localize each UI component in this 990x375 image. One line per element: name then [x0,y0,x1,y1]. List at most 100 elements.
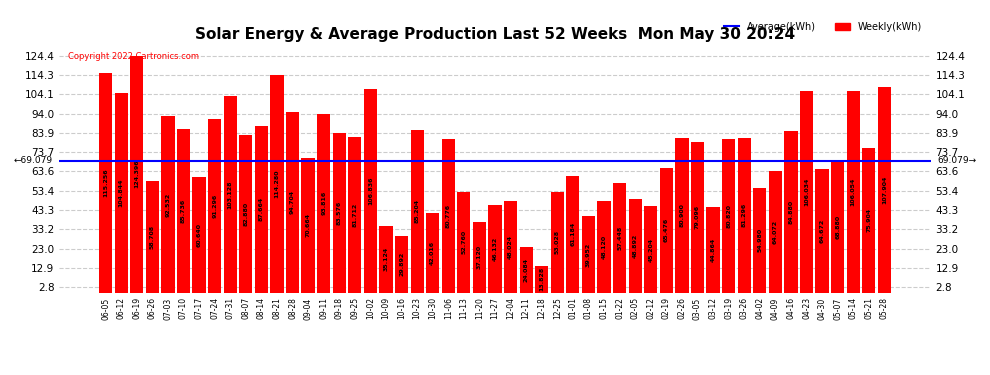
Bar [675,138,688,292]
Text: 29.892: 29.892 [399,252,404,276]
Text: 107.904: 107.904 [882,176,887,204]
Bar [816,170,829,292]
Text: 54.980: 54.980 [757,228,762,252]
Bar [442,139,454,292]
Text: 48.024: 48.024 [508,235,513,259]
Bar [550,192,564,292]
Bar [192,177,206,292]
Bar [597,201,611,292]
Text: 103.128: 103.128 [228,180,233,209]
Text: 106.054: 106.054 [850,177,855,206]
Text: 87.664: 87.664 [258,197,264,221]
Bar [878,87,891,292]
Bar [536,266,548,292]
Text: 39.952: 39.952 [586,242,591,267]
Text: 64.072: 64.072 [773,219,778,244]
Text: 80.820: 80.820 [726,204,732,228]
Bar [722,139,736,292]
Bar [115,93,128,292]
Text: 91.296: 91.296 [212,194,217,218]
Bar [457,192,470,292]
Text: 85.736: 85.736 [181,199,186,223]
Bar [395,236,408,292]
Bar [411,130,424,292]
Bar [800,91,813,292]
Bar [302,158,315,292]
Text: 115.256: 115.256 [103,168,108,197]
Bar [348,137,361,292]
Text: 81.712: 81.712 [352,202,357,227]
Text: 83.576: 83.576 [337,201,342,225]
Bar [691,142,704,292]
Bar [566,176,579,292]
Bar [504,201,517,292]
Bar [831,161,844,292]
Text: 104.844: 104.844 [119,178,124,207]
Bar [317,114,331,292]
Text: 70.664: 70.664 [306,213,311,237]
Text: 85.204: 85.204 [415,200,420,223]
Bar [707,207,720,292]
Text: 68.880: 68.880 [836,215,841,239]
Bar [161,116,174,292]
Text: 106.836: 106.836 [368,177,373,205]
Text: 75.904: 75.904 [866,208,871,232]
Text: 106.034: 106.034 [804,177,809,206]
Text: 24.084: 24.084 [524,258,529,282]
Bar [379,226,393,292]
Bar [99,73,112,292]
Bar [130,56,144,292]
Text: 61.184: 61.184 [570,222,575,246]
Bar [659,168,673,292]
Bar [333,134,346,292]
Text: 84.880: 84.880 [788,200,793,224]
Text: 81.296: 81.296 [742,203,746,227]
Text: 114.280: 114.280 [274,170,279,198]
Text: ←69.079: ←69.079 [13,156,52,165]
Bar [644,207,657,292]
Text: 69.079→: 69.079→ [938,156,977,165]
Text: 46.132: 46.132 [492,237,498,261]
Text: 64.672: 64.672 [820,219,825,243]
Bar [473,222,486,292]
Bar [426,213,440,292]
Text: 42.016: 42.016 [431,240,436,265]
Bar [784,131,798,292]
Bar [846,91,860,292]
Text: 60.640: 60.640 [197,223,202,247]
Text: 35.124: 35.124 [383,247,388,271]
Bar [224,96,237,292]
Bar [488,205,502,292]
Text: 44.864: 44.864 [711,238,716,262]
Text: Copyright 2022 Cartronics.com: Copyright 2022 Cartronics.com [68,53,199,62]
Bar [240,135,252,292]
Bar [177,129,190,292]
Bar [768,171,782,292]
Text: 65.476: 65.476 [664,218,669,242]
Text: 80.776: 80.776 [446,204,450,228]
Text: 93.816: 93.816 [321,191,326,215]
Text: 80.900: 80.900 [679,204,684,227]
Text: 53.028: 53.028 [554,230,559,254]
Bar [613,183,627,292]
Bar [286,112,299,292]
Bar [520,247,533,292]
Text: 52.760: 52.760 [461,230,466,254]
Text: 58.708: 58.708 [149,225,154,249]
Text: 13.828: 13.828 [540,267,545,291]
Bar [363,89,377,292]
Text: 48.892: 48.892 [633,234,638,258]
Bar [738,138,750,292]
Text: 48.120: 48.120 [602,235,607,259]
Text: 45.204: 45.204 [648,237,653,261]
Bar [582,216,595,292]
Text: 57.448: 57.448 [617,226,622,250]
Text: 124.396: 124.396 [135,160,140,188]
Legend: Average(kWh), Weekly(kWh): Average(kWh), Weekly(kWh) [721,18,926,36]
Bar [254,126,268,292]
Bar [629,200,642,292]
Bar [270,75,283,292]
Bar [208,118,222,292]
Text: 79.096: 79.096 [695,205,700,229]
Text: 82.880: 82.880 [244,201,248,226]
